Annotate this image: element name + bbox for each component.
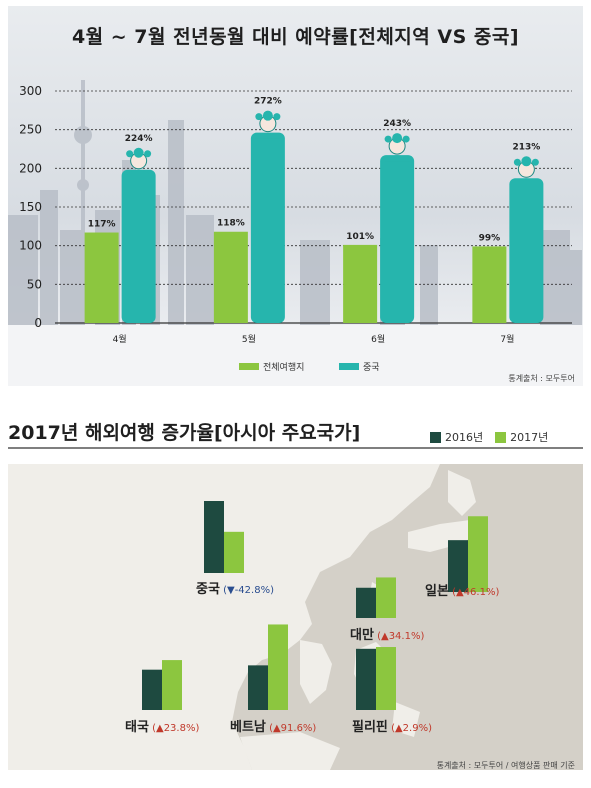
data-label-all-2: 118% [217,219,245,229]
y-tick-label: 0 [34,316,42,330]
map-chart-title: 2017년 해외여행 증가율[아시아 주요국가] [8,422,361,444]
country-change: (▲2.9%) [387,723,432,734]
bar-all-1 [84,232,119,323]
chart-source: 통계출처 : 모두투어 [508,374,575,383]
country-bars-6 [356,647,396,710]
country-name: 필리핀 [352,720,388,735]
top-chart-canvas: 0 50 100 150 200 250 300 117% 224% 118% 272% 101% 2… [8,6,583,386]
legend-swatch-2016 [430,431,441,443]
legend-label-china: 중국 [363,362,380,373]
country-bars-2 [448,516,488,592]
data-label-china-3: 243% [383,119,411,129]
y-tick-label: 300 [19,84,42,98]
bar-2017-1 [224,531,244,573]
bar-china-3 [380,133,415,323]
bar-2017-5 [268,624,288,710]
legend-label-2017: 2017년 [510,431,549,444]
y-tick-label: 50 [27,277,42,291]
bar-2016-5 [248,665,268,710]
y-tick-label: 250 [19,123,42,137]
x-tick-label-4: 7월 [500,333,514,345]
bar-all-4 [472,246,507,323]
bar-2016-6 [356,648,376,710]
data-label-china-2: 272% [254,97,282,107]
data-label-all-3: 101% [346,232,374,242]
country-name: 대만 [350,628,374,643]
country-name: 태국 [125,720,149,735]
country-change: (▼-42.8%) [219,585,274,596]
country-bars-5 [248,624,288,710]
country-label-6: 필리핀 (▲2.9%) [352,716,432,735]
country-bars-3 [356,577,396,618]
country-bars-4 [142,660,182,710]
bar-china-1 [121,147,156,323]
country-bars [142,501,488,710]
bar-all-2 [213,231,248,323]
bar-2017-4 [162,660,182,710]
country-change: (▲34.1%) [373,631,425,642]
country-label-2: 일본 (▲46.1%) [425,580,499,599]
country-label-4: 태국 (▲23.8%) [125,716,199,735]
chart-title: 4월 ~ 7월 전년동월 대비 예약률[전체지역 VS 중국] [71,26,520,48]
y-tick-label: 100 [19,239,42,253]
chart-base-area [8,325,583,386]
bars: 117% 224% 118% 272% 101% 243% 99% 213% [84,97,544,323]
country-name: 일본 [425,584,449,599]
legend-label-all: 전체여행지 [263,361,304,373]
data-label-all-4: 99% [479,233,501,243]
bar-2017-2 [468,516,488,592]
x-tick-label-1: 4월 [113,333,127,345]
country-label-1: 중국 (▼-42.8%) [196,578,274,597]
map-chart-source: 통계출처 : 모두투어 / 여행상품 판매 기준 [436,761,575,770]
legend-label-2016: 2016년 [445,431,484,444]
country-change: (▲46.1%) [448,587,500,598]
data-label-all-1: 117% [88,220,116,230]
bar-2016-1 [204,501,224,573]
legend-swatch-2017 [495,431,507,443]
bar-2017-3 [376,577,396,618]
bar-2016-2 [448,540,468,592]
legend-swatch-all [239,363,259,370]
bar-2016-4 [142,669,162,710]
data-label-china-1: 224% [125,134,153,144]
data-label-china-4: 213% [512,142,540,152]
y-tick-label: 150 [19,200,42,214]
x-axis: 4월 5월 6월 7월 [113,333,515,345]
legend-item-2016: 2016년 [430,429,483,445]
bottom-chart-panel: 2017년 해외여행 증가율[아시아 주요국가] 2016년 2017년 중국 … [0,392,591,788]
country-name: 베트남 [230,720,266,735]
legend-swatch-china [339,363,359,370]
bar-all-3 [343,244,378,323]
bar-2016-3 [356,587,376,618]
bar-2017-6 [376,647,396,710]
country-change: (▲23.8%) [148,723,200,734]
country-label-3: 대만 (▲34.1%) [350,624,424,643]
x-tick-label-3: 6월 [371,333,385,345]
x-tick-label-2: 5월 [242,333,256,345]
legend: 전체여행지 중국 [239,361,380,373]
bar-china-4 [509,156,544,323]
legend-item-2017: 2017년 [495,429,548,445]
map-chart-canvas [8,447,583,770]
country-change: (▲91.6%) [265,723,317,734]
bar-china-2 [250,110,285,323]
y-tick-label: 200 [19,161,42,175]
country-bars-1 [204,501,244,573]
y-axis: 0 50 100 150 200 250 300 [19,84,42,330]
country-label-5: 베트남 (▲91.6%) [230,716,316,735]
map-legend: 2016년 2017년 [430,429,560,445]
country-name: 중국 [196,582,220,597]
top-chart-panel: 0 50 100 150 200 250 300 117% 224% 118% 272% 101% 2… [0,0,591,392]
